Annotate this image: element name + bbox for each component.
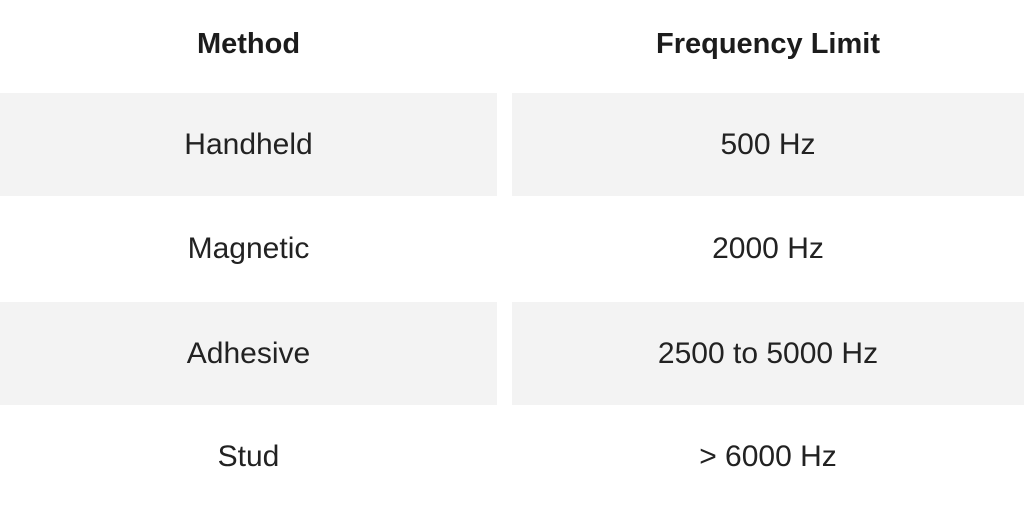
table-row: Magnetic 2000 Hz xyxy=(0,196,1024,301)
frequency-cell: > 6000 Hz xyxy=(699,439,837,473)
header-method: Method xyxy=(196,27,301,60)
table-row: Stud > 6000 Hz xyxy=(0,405,1024,508)
method-cell: Handheld xyxy=(0,93,497,196)
method-cell: Adhesive xyxy=(0,302,497,405)
method-cell: Magnetic xyxy=(187,231,310,265)
frequency-cell: 2000 Hz xyxy=(712,231,824,265)
table-header-row: Method Frequency Limit xyxy=(0,0,1024,88)
header-frequency-limit: Frequency Limit xyxy=(656,27,880,60)
table-row: Handheld 500 Hz xyxy=(0,93,1024,196)
method-cell: Stud xyxy=(217,439,280,473)
frequency-cell: 500 Hz xyxy=(512,93,1024,196)
frequency-cell: 2500 to 5000 Hz xyxy=(512,302,1024,405)
table-row: Adhesive 2500 to 5000 Hz xyxy=(0,302,1024,405)
